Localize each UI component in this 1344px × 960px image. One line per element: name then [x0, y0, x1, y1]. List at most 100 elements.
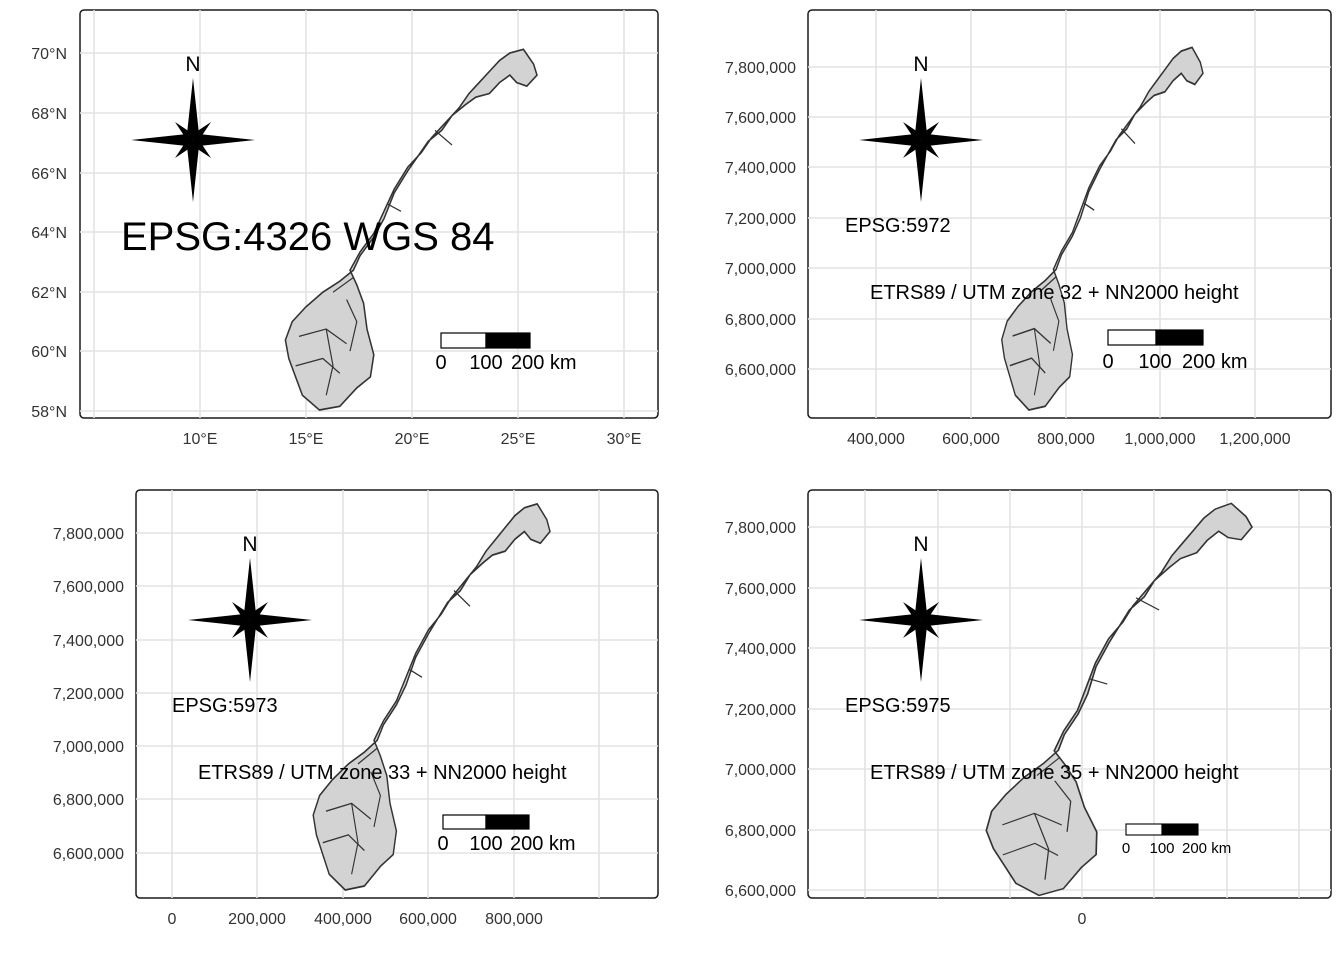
- north-label: N: [913, 533, 928, 556]
- x-tick-label: 800,000: [1037, 431, 1095, 448]
- scale-bar: 0 100 200 km: [1122, 823, 1231, 857]
- scale-label: 100: [469, 352, 502, 374]
- crs-label: EPSG:5972: [845, 215, 951, 237]
- y-tick-label: 7,800,000: [725, 60, 796, 77]
- scale-label: 0: [1122, 840, 1130, 857]
- x-tick-label: 20°E: [395, 431, 430, 448]
- x-tick-label: 400,000: [314, 911, 372, 928]
- crs-label: EPSG:5975: [845, 695, 951, 717]
- y-tick-label: 7,000,000: [53, 739, 124, 756]
- y-tick-label: 6,800,000: [725, 312, 796, 329]
- crs-label: EPSG:5973: [172, 695, 278, 717]
- x-tick-label: 800,000: [485, 911, 543, 928]
- x-axis-labels: 0 200,000 400,000 600,000 800,000: [168, 911, 543, 928]
- y-axis-labels: 7,800,000 7,600,000 7,400,000 7,200,000 …: [53, 526, 124, 863]
- x-tick-label: 1,200,000: [1219, 431, 1290, 448]
- scale-label: 200 km: [510, 833, 576, 855]
- gridlines: [136, 490, 658, 898]
- y-tick-label: 6,800,000: [725, 823, 796, 840]
- x-axis-labels: 0: [1078, 911, 1087, 928]
- y-tick-label: 7,200,000: [725, 211, 796, 228]
- scale-label: 200 km: [1182, 351, 1248, 373]
- y-tick-label: 6,600,000: [725, 883, 796, 900]
- x-tick-label: 25°E: [501, 431, 536, 448]
- y-tick-label: 7,400,000: [53, 633, 124, 650]
- county-borders: [1002, 597, 1160, 880]
- y-axis-labels: 7,800,000 7,600,000 7,400,000 7,200,000 …: [725, 60, 796, 379]
- scale-bar: 0 100 200 km: [435, 332, 577, 374]
- x-tick-label: 600,000: [399, 911, 457, 928]
- y-tick-label: 7,600,000: [725, 110, 796, 127]
- x-tick-label: 600,000: [942, 431, 1000, 448]
- north-arrow-icon: N: [131, 53, 255, 202]
- panel-4: 7,800,000 7,600,000 7,400,000 7,200,000 …: [725, 489, 1332, 928]
- y-tick-label: 66°N: [31, 166, 67, 183]
- county-borders: [1009, 128, 1136, 396]
- norway-map: [999, 45, 1205, 412]
- scale-label: 100: [1138, 351, 1171, 373]
- norway-map: [940, 501, 1305, 900]
- y-tick-label: 7,200,000: [725, 702, 796, 719]
- panel-frame: [79, 9, 659, 419]
- y-tick-label: 7,600,000: [725, 581, 796, 598]
- north-label: N: [913, 53, 928, 76]
- panel-frame: [135, 489, 659, 899]
- y-tick-label: 7,000,000: [725, 261, 796, 278]
- y-axis-labels: 70°N 68°N 66°N 64°N 62°N 60°N 58°N: [31, 46, 67, 421]
- norway-map: [311, 501, 552, 892]
- county-borders: [295, 129, 453, 396]
- panel-1: 70°N 68°N 66°N 64°N 62°N 60°N 58°N 10°E …: [31, 9, 659, 448]
- y-tick-label: 60°N: [31, 344, 67, 361]
- x-tick-label: 400,000: [847, 431, 905, 448]
- x-tick-label: 0: [168, 911, 177, 928]
- panel-3: 7,800,000 7,600,000 7,400,000 7,200,000 …: [53, 489, 659, 928]
- y-tick-label: 7,000,000: [725, 762, 796, 779]
- crs-label: EPSG:4326 WGS 84: [121, 215, 495, 259]
- norway-map: [283, 47, 539, 412]
- scale-label: 100: [1149, 840, 1174, 857]
- x-tick-label: 200,000: [228, 911, 286, 928]
- x-tick-label: 10°E: [183, 431, 218, 448]
- y-tick-label: 58°N: [31, 404, 67, 421]
- y-tick-label: 7,800,000: [725, 520, 796, 537]
- x-tick-label: 1,000,000: [1124, 431, 1195, 448]
- x-tick-label: 15°E: [289, 431, 324, 448]
- y-tick-label: 6,600,000: [725, 362, 796, 379]
- y-axis-labels: 7,800,000 7,600,000 7,400,000 7,200,000 …: [725, 520, 796, 900]
- scale-bar: 0 100 200 km: [437, 814, 576, 855]
- scale-label: 200 km: [511, 352, 577, 374]
- y-tick-label: 6,800,000: [53, 792, 124, 809]
- scale-label: 100: [469, 833, 502, 855]
- x-tick-label: 30°E: [607, 431, 642, 448]
- crs-subtitle: ETRS89 / UTM zone 35 + NN2000 height: [870, 762, 1239, 784]
- y-tick-label: 70°N: [31, 46, 67, 63]
- scale-label: 0: [1102, 351, 1113, 373]
- y-tick-label: 7,600,000: [53, 579, 124, 596]
- county-borders: [322, 590, 471, 875]
- north-arrow-icon: N: [859, 53, 983, 202]
- x-axis-labels: 400,000 600,000 800,000 1,000,000 1,200,…: [847, 431, 1291, 448]
- y-tick-label: 7,800,000: [53, 526, 124, 543]
- y-tick-label: 7,200,000: [53, 686, 124, 703]
- x-tick-label: 0: [1078, 911, 1087, 928]
- north-label: N: [242, 533, 257, 556]
- panel-frame: [807, 9, 1332, 419]
- scale-label: 200 km: [1182, 840, 1231, 857]
- panel-2: 7,800,000 7,600,000 7,400,000 7,200,000 …: [725, 9, 1332, 448]
- y-tick-label: 68°N: [31, 106, 67, 123]
- x-axis-labels: 10°E 15°E 20°E 25°E 30°E: [183, 431, 642, 448]
- north-arrow-icon: N: [188, 533, 312, 682]
- scale-label: 0: [437, 833, 448, 855]
- y-tick-label: 7,400,000: [725, 160, 796, 177]
- crs-subtitle: ETRS89 / UTM zone 33 + NN2000 height: [198, 762, 567, 784]
- y-tick-label: 7,400,000: [725, 641, 796, 658]
- y-tick-label: 6,600,000: [53, 846, 124, 863]
- north-arrow-icon: N: [859, 533, 983, 682]
- scale-label: 0: [435, 352, 446, 374]
- north-label: N: [185, 53, 200, 76]
- y-tick-label: 62°N: [31, 285, 67, 302]
- y-tick-label: 64°N: [31, 225, 67, 242]
- scale-bar: 0 100 200 km: [1102, 329, 1248, 373]
- crs-subtitle: ETRS89 / UTM zone 32 + NN2000 height: [870, 282, 1239, 304]
